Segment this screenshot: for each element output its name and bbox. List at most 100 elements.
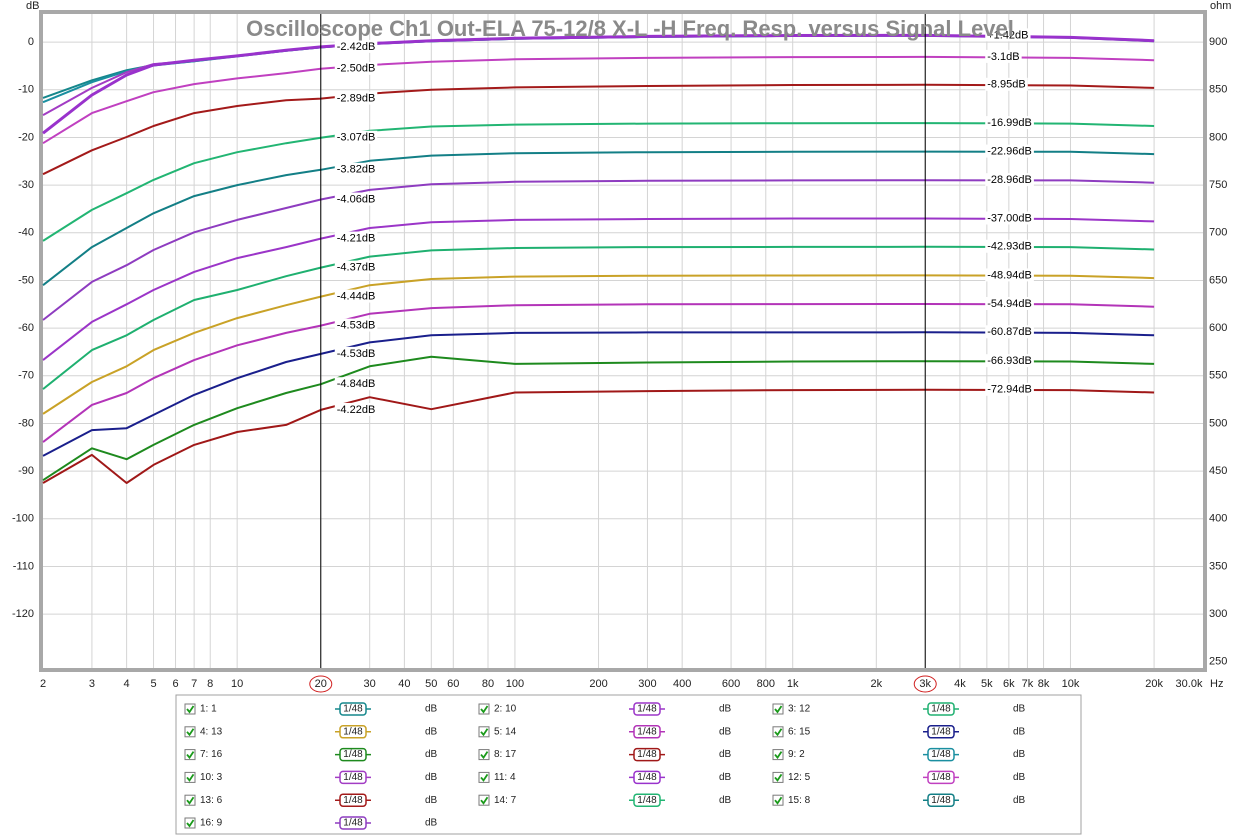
cursor-label-bg xyxy=(334,318,378,332)
legend-name: 15: 8 xyxy=(788,795,811,806)
x-tick-label: 2k xyxy=(871,678,883,690)
cursor-label: -37.00dB xyxy=(987,212,1032,224)
legend-check xyxy=(480,728,489,737)
legend-check xyxy=(186,819,195,828)
legend-smoothing-box[interactable] xyxy=(927,770,955,785)
legend-smoothing-box[interactable] xyxy=(633,702,661,716)
legend-name: 1: 1 xyxy=(200,704,217,715)
legend-checkbox[interactable] xyxy=(184,749,196,761)
y2-tick-label: 300 xyxy=(1209,608,1227,620)
legend-smoothing-box[interactable] xyxy=(339,816,367,830)
cursor-label-bg xyxy=(985,173,1034,187)
x-tick-label: 100 xyxy=(506,678,524,690)
cursor-marker xyxy=(913,675,937,693)
x-tick-label: 200 xyxy=(589,678,607,690)
y-unit: dB xyxy=(26,0,39,12)
legend-smoothing-box[interactable] xyxy=(927,747,955,762)
x-tick-label: 7k xyxy=(1022,678,1034,690)
cursor-label-bg xyxy=(334,377,378,391)
legend-smoothing-box[interactable] xyxy=(339,770,367,785)
x-tick-label: 20k xyxy=(1145,678,1163,690)
legend-smoothing-box[interactable] xyxy=(339,747,367,762)
legend-name: 13: 6 xyxy=(200,795,223,806)
y2-tick-label: 250 xyxy=(1209,656,1227,668)
legend-smoothing: 1/48 xyxy=(931,772,951,783)
legend-checkbox[interactable] xyxy=(184,703,196,715)
legend-smoothing-box[interactable] xyxy=(927,702,955,716)
legend-check xyxy=(186,728,195,737)
legend-smoothing-box[interactable] xyxy=(927,793,955,807)
cursor-label: -2.42dB xyxy=(337,41,376,53)
legend-smoothing: 1/48 xyxy=(931,795,951,806)
x-tick-label: 4 xyxy=(124,678,130,690)
cursor-label: -60.87dB xyxy=(987,326,1032,338)
y2-tick-label: 450 xyxy=(1209,465,1227,477)
cursor-label-bg xyxy=(985,382,1034,396)
overlay: -4.21dB -4.37dB -4.44dB -4.53dB -4.53dB -4.84… xyxy=(309,14,1034,693)
legend-checkbox[interactable] xyxy=(772,794,784,806)
legend-checkbox[interactable] xyxy=(478,726,490,738)
chart-title: Oscilloscope Ch1 Out-ELA 75-12/8 X-L -H … xyxy=(246,16,1014,41)
legend-smoothing-box[interactable] xyxy=(927,725,955,739)
cursor-label: -28.96dB xyxy=(987,174,1032,186)
y2-tick-label: 850 xyxy=(1209,84,1227,96)
cursor-label-bg xyxy=(334,260,378,274)
cursor-label-bg xyxy=(985,297,1034,311)
legend-checkbox[interactable] xyxy=(184,817,196,829)
cursor-label-bg xyxy=(985,268,1034,282)
y2-unit: ohm xyxy=(1210,0,1231,12)
legend-smoothing-box[interactable] xyxy=(633,770,661,785)
cursor-label: -4.84dB xyxy=(337,378,376,390)
x-unit: Hz xyxy=(1210,678,1223,690)
cursor-label-bg xyxy=(334,91,378,105)
cursor-label-bg xyxy=(334,192,378,206)
cursor-label: -4.44dB xyxy=(337,290,376,302)
legend: 1: 1 1/48 dB 2: 10 1/48 dB 3: 12 1/48 dB 4: 13 1/4… xyxy=(184,702,1026,830)
cursor-label: -4.37dB xyxy=(337,261,376,273)
legend-check xyxy=(186,773,195,782)
legend-smoothing-box[interactable] xyxy=(339,702,367,716)
cursor-label-bg xyxy=(334,402,378,416)
legend-check xyxy=(774,751,783,760)
y-tick-label: -10 xyxy=(18,84,34,96)
cursor-label: -3.82dB xyxy=(337,164,376,176)
cursor-label: -22.96dB xyxy=(987,145,1032,157)
x-tick-label: 8 xyxy=(207,678,213,690)
legend-checkbox[interactable] xyxy=(772,726,784,738)
legend-checkbox[interactable] xyxy=(184,771,196,783)
legend-smoothing: 1/48 xyxy=(343,795,363,806)
y-tick-label: -100 xyxy=(12,513,34,525)
legend-smoothing: 1/48 xyxy=(343,726,363,737)
x-tick-label: 800 xyxy=(757,678,775,690)
legend-smoothing-box[interactable] xyxy=(633,725,661,739)
legend-checkbox[interactable] xyxy=(478,794,490,806)
legend-checkbox[interactable] xyxy=(478,703,490,715)
legend-unit: dB xyxy=(1013,704,1026,715)
legend-smoothing: 1/48 xyxy=(637,704,657,715)
legend-checkbox[interactable] xyxy=(184,726,196,738)
x-tick-label: 5 xyxy=(150,678,156,690)
legend-checkbox[interactable] xyxy=(478,771,490,783)
legend-smoothing-box[interactable] xyxy=(339,725,367,739)
cursor-label: -54.94dB xyxy=(987,298,1032,310)
cursor-label-bg xyxy=(334,289,378,303)
cursor-label-bg xyxy=(334,39,378,53)
x-tick-label: 400 xyxy=(673,678,691,690)
legend-smoothing-box[interactable] xyxy=(633,793,661,807)
x-tick-label: 1k xyxy=(787,678,799,690)
legend-checkbox[interactable] xyxy=(772,703,784,715)
legend-unit: dB xyxy=(425,795,438,806)
y-tick-label: -70 xyxy=(18,370,34,382)
legend-check xyxy=(480,773,489,782)
legend-checkbox[interactable] xyxy=(772,749,784,761)
x-tick-label: 50 xyxy=(425,678,437,690)
cursor-label: -66.93dB xyxy=(987,355,1032,367)
legend-smoothing-box[interactable] xyxy=(633,747,661,762)
legend-smoothing: 1/48 xyxy=(637,772,657,783)
legend-checkbox[interactable] xyxy=(184,794,196,806)
legend-checkbox[interactable] xyxy=(772,771,784,783)
legend-checkbox[interactable] xyxy=(478,749,490,761)
x-tick-label: 10 xyxy=(231,678,243,690)
legend-smoothing-box[interactable] xyxy=(339,793,367,807)
